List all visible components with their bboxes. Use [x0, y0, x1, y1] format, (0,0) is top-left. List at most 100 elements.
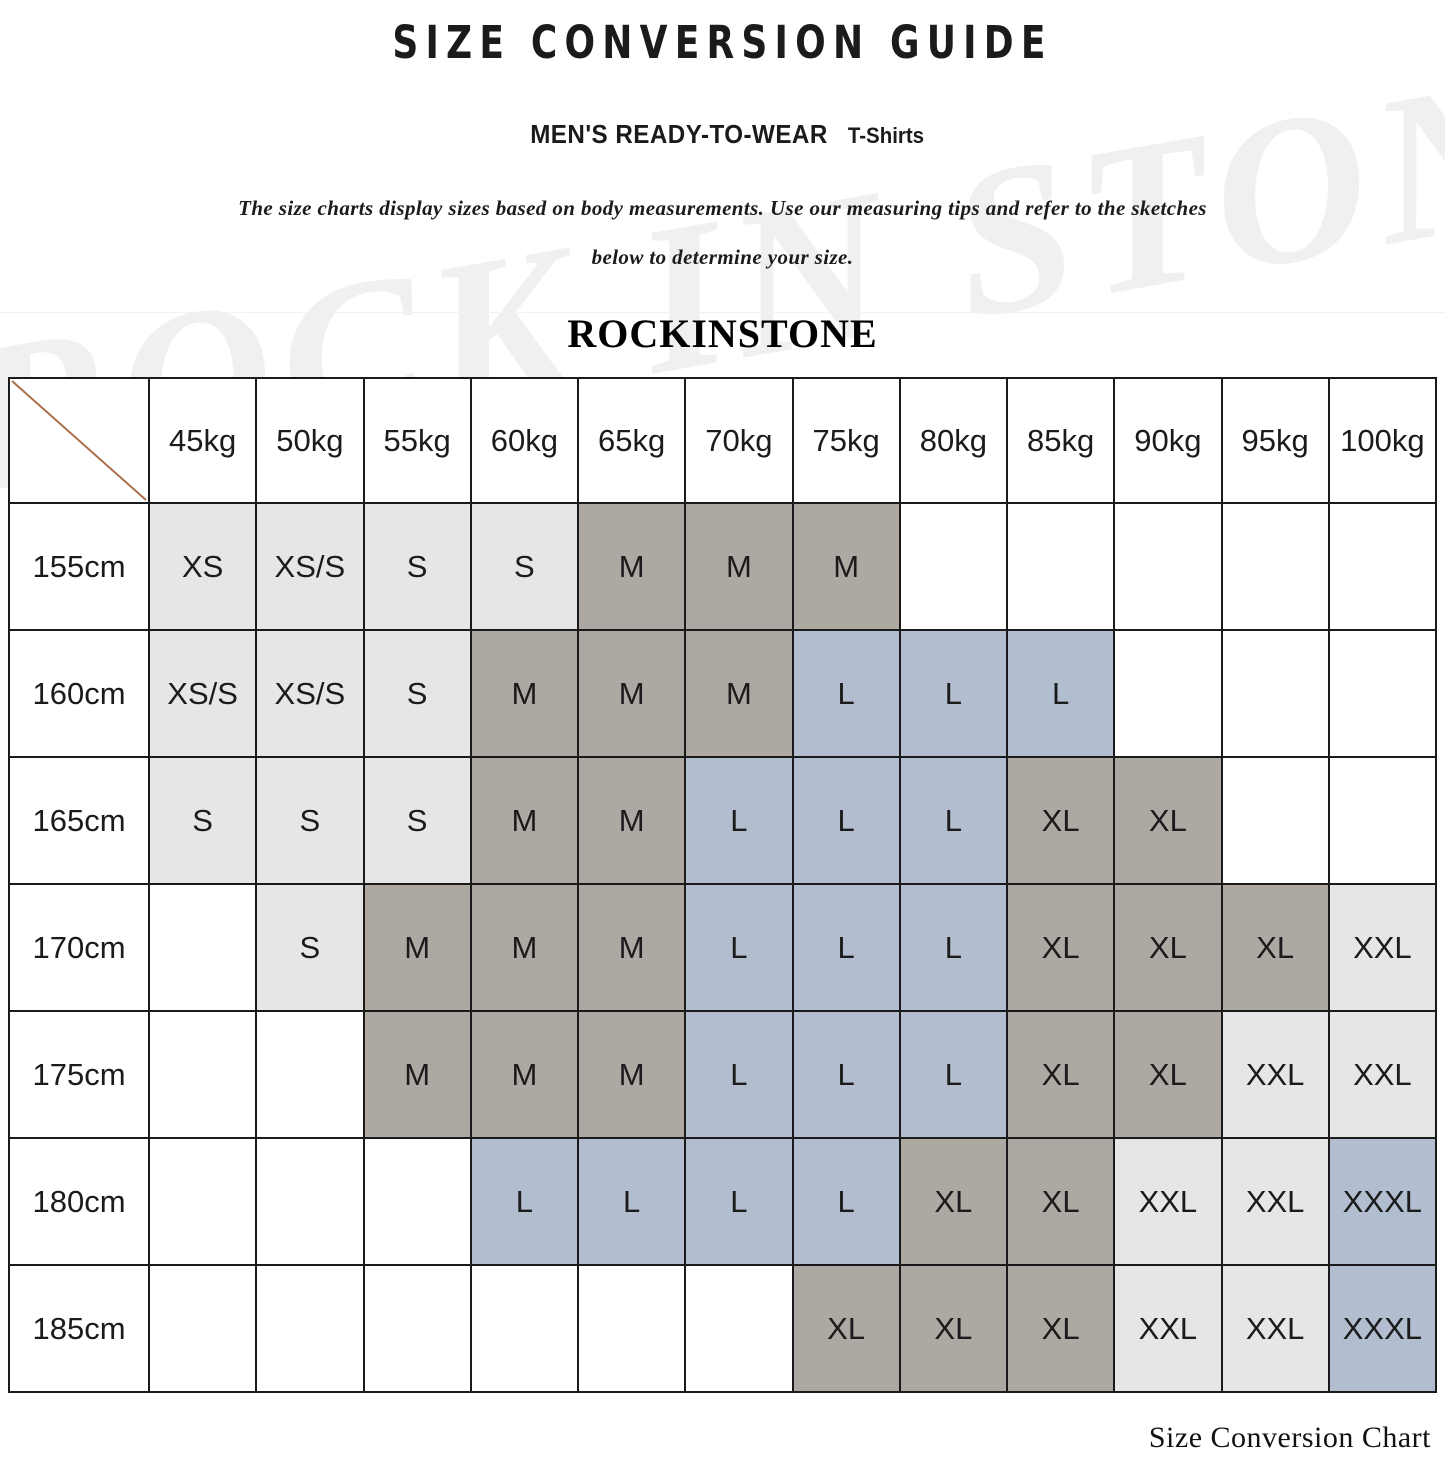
size-cell: M: [362, 1010, 472, 1139]
row-header-height: 165cm: [8, 756, 150, 885]
size-cell: L: [898, 756, 1009, 885]
size-cell: L: [576, 1137, 687, 1266]
page-title: SIZE CONVERSION GUIDE: [392, 16, 1053, 69]
size-cell: S: [362, 629, 472, 758]
size-cell: [255, 1010, 365, 1139]
size-cell: L: [469, 1137, 580, 1266]
size-cell: XXL: [1113, 1137, 1223, 1266]
size-cell: [147, 1137, 258, 1266]
subtitle-category: MEN'S READY-TO-WEAR: [529, 119, 828, 149]
size-cell: XS/S: [255, 629, 365, 758]
size-cell: L: [684, 1137, 794, 1266]
table-body: 155cm XS XS/S S S M M M 160cm XS/S XS/S S M M M L L L 165c…: [8, 502, 1438, 1393]
table-row: 155cm XS XS/S S S M M M: [8, 502, 1438, 631]
size-cell: XL: [1005, 1264, 1116, 1393]
size-cell: L: [1005, 629, 1116, 758]
size-cell: M: [469, 1010, 580, 1139]
column-header-weight: 100kg: [1327, 377, 1438, 504]
size-cell: XL: [791, 1264, 901, 1393]
size-cell: M: [576, 883, 687, 1012]
size-cell: M: [576, 629, 687, 758]
size-cell: M: [576, 502, 687, 631]
size-cell: L: [684, 756, 794, 885]
size-cell: [469, 1264, 580, 1393]
size-cell: XS: [147, 502, 258, 631]
size-cell: [362, 1264, 472, 1393]
size-cell: S: [147, 756, 258, 885]
size-cell: M: [684, 629, 794, 758]
row-header-height: 155cm: [8, 502, 150, 631]
subtitle: MEN'S READY-TO-WEAR T-Shirts: [0, 119, 1445, 150]
size-cell: XL: [1005, 1137, 1116, 1266]
size-cell: L: [684, 1010, 794, 1139]
size-cell: XXL: [1220, 1137, 1330, 1266]
size-cell: [1327, 756, 1438, 885]
size-cell: [147, 1010, 258, 1139]
size-cell: S: [255, 756, 365, 885]
page-content: SIZE CONVERSION GUIDE MEN'S READY-TO-WEA…: [0, 16, 1445, 357]
size-cell: [576, 1264, 687, 1393]
size-cell: [147, 1264, 258, 1393]
column-header-weight: 95kg: [1220, 377, 1330, 504]
column-header-weight: 75kg: [791, 377, 901, 504]
column-header-weight: 65kg: [576, 377, 687, 504]
row-header-height: 175cm: [8, 1010, 150, 1139]
size-cell: [684, 1264, 794, 1393]
size-cell: XL: [1113, 883, 1223, 1012]
size-cell: XL: [898, 1264, 1009, 1393]
footer-caption: Size Conversion Chart: [1148, 1421, 1431, 1454]
size-cell: XXL: [1327, 883, 1438, 1012]
size-cell: XXL: [1113, 1264, 1223, 1393]
size-cell: XL: [1220, 883, 1330, 1012]
column-header-weight: 45kg: [147, 377, 258, 504]
size-cell: XXL: [1220, 1010, 1330, 1139]
column-header-weight: 50kg: [255, 377, 365, 504]
size-cell: M: [469, 756, 580, 885]
column-header-weight: 90kg: [1113, 377, 1223, 504]
size-cell: M: [791, 502, 901, 631]
size-cell: XXXL: [1327, 1264, 1438, 1393]
watermark-rule: [0, 312, 1445, 313]
size-cell: S: [362, 756, 472, 885]
size-cell: S: [255, 883, 365, 1012]
size-cell: L: [898, 883, 1009, 1012]
column-header-weight: 55kg: [362, 377, 472, 504]
size-cell: [1005, 502, 1116, 631]
row-header-height: 170cm: [8, 883, 150, 1012]
table-row: 175cm M M M L L L XL XL XXL XXL: [8, 1010, 1438, 1139]
table-row: 185cm XL XL XL XXL XXL XXXL: [8, 1264, 1438, 1393]
size-cell: XL: [1113, 756, 1223, 885]
size-cell: XS/S: [147, 629, 258, 758]
size-cell: XS/S: [255, 502, 365, 631]
size-cell: XL: [1113, 1010, 1223, 1139]
description-line-2: below to determine your size.: [591, 245, 854, 269]
row-header-height: 185cm: [8, 1264, 150, 1393]
size-cell: [1220, 756, 1330, 885]
size-cell: L: [791, 756, 901, 885]
size-conversion-table: 45kg 50kg 55kg 60kg 65kg 70kg 75kg 80kg 85kg 90kg…: [8, 377, 1438, 1393]
size-cell: L: [791, 883, 901, 1012]
size-cell: XL: [1005, 756, 1116, 885]
size-cell: M: [576, 1010, 687, 1139]
size-cell: L: [898, 629, 1009, 758]
size-cell: [362, 1137, 472, 1266]
size-cell: [898, 502, 1009, 631]
size-cell: L: [684, 883, 794, 1012]
description-line-1: The size charts display sizes based on b…: [238, 196, 1207, 220]
size-cell: [1327, 502, 1438, 631]
size-cell: XXXL: [1327, 1137, 1438, 1266]
column-header-weight: 60kg: [469, 377, 580, 504]
size-cell: S: [469, 502, 580, 631]
row-header-height: 160cm: [8, 629, 150, 758]
size-cell: XL: [1005, 883, 1116, 1012]
table-header-row: 45kg 50kg 55kg 60kg 65kg 70kg 75kg 80kg 85kg 90kg…: [8, 377, 1438, 504]
diagonal-divider-icon: [8, 377, 150, 504]
size-cell: XL: [1005, 1010, 1116, 1139]
column-header-weight: 80kg: [898, 377, 1009, 504]
size-cell: [1327, 629, 1438, 758]
size-cell: XXL: [1220, 1264, 1330, 1393]
brand-name: ROCKINSTONE: [567, 311, 878, 356]
size-cell: [1220, 629, 1330, 758]
size-cell: [1113, 502, 1223, 631]
size-cell: XL: [898, 1137, 1009, 1266]
